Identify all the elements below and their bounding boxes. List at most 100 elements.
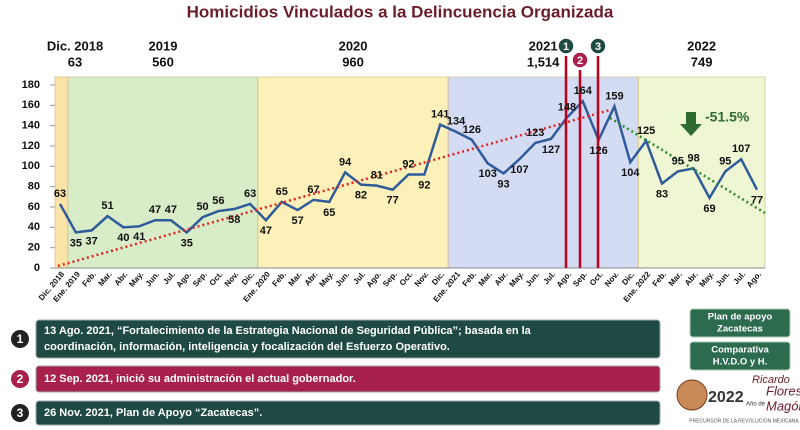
period-band: [54, 76, 69, 269]
x-tick-label: Oct.: [588, 270, 605, 288]
value-label: 63: [54, 188, 66, 200]
x-tick-label: Oct.: [208, 270, 225, 288]
y-tick-label: 120: [22, 140, 40, 152]
value-label: 35: [70, 237, 82, 249]
value-label: 164: [574, 85, 593, 97]
value-label: 141: [431, 109, 449, 121]
period-total: 560: [152, 54, 174, 69]
x-tick-label: May.: [508, 270, 526, 289]
period-total: 749: [691, 54, 713, 69]
x-tick-label: Abr.: [493, 270, 510, 288]
period-label: 2019: [149, 38, 178, 53]
value-label: 77: [751, 195, 763, 207]
period-band: [67, 76, 259, 269]
event-icon: [11, 370, 29, 388]
value-label: 81: [371, 170, 383, 182]
value-label: 57: [291, 215, 303, 227]
x-tick-label: Sep.: [191, 270, 209, 289]
button-text: Zacatecas: [717, 324, 763, 335]
logo-name: Ricardo: [752, 374, 790, 386]
value-label: 83: [656, 189, 668, 201]
event-icon-number: 2: [17, 372, 24, 386]
value-label: 134: [447, 116, 466, 128]
x-tick-label: Ago.: [175, 270, 193, 289]
period-label: 2021: [529, 38, 558, 53]
value-label: 47: [149, 204, 161, 216]
logo-pre: Año de: [746, 402, 766, 408]
x-tick-label: Abr.: [303, 270, 320, 288]
x-tick-label: Nov.: [223, 270, 241, 289]
value-label: 41: [133, 231, 145, 243]
y-tick-label: 100: [22, 160, 40, 172]
x-tick-label: Feb.: [651, 270, 668, 288]
period-total: 1,514: [527, 54, 560, 69]
x-tick-label: Sep.: [571, 270, 589, 289]
logo-year: 2022: [708, 389, 744, 406]
period-label: Dic. 2018: [47, 38, 103, 53]
y-tick-label: 0: [34, 262, 40, 274]
value-label: 104: [621, 167, 640, 179]
x-tick-label: Jun.: [714, 270, 731, 288]
x-tick-label: Feb.: [270, 270, 287, 288]
x-tick-label: Abr.: [683, 270, 700, 288]
x-tick-label: May.: [698, 270, 716, 289]
period-label: 2020: [339, 38, 368, 53]
event-icon-number: 1: [17, 332, 24, 346]
value-label: 107: [510, 164, 528, 176]
value-label: 58: [228, 214, 240, 226]
logo-name: Flores: [766, 383, 800, 398]
period-total: 63: [68, 54, 82, 69]
value-label: 67: [307, 184, 319, 196]
value-label: 47: [260, 225, 272, 237]
value-label: 92: [418, 179, 430, 191]
x-tick-label: Mar.: [287, 270, 304, 288]
value-label: 37: [86, 235, 98, 247]
value-label: 123: [526, 127, 544, 139]
event-box: [35, 365, 661, 393]
button-text: Plan de apoyo: [708, 312, 773, 323]
x-tick-label: Sep.: [381, 270, 399, 289]
x-tick-label: Ago.: [365, 270, 383, 289]
event-marker: [557, 37, 575, 55]
logo-name: Magón: [766, 398, 800, 413]
chart-title: Homicidios Vinculados a la Delincuencia …: [187, 2, 614, 21]
x-tick-label: Jun.: [144, 270, 161, 288]
y-tick-label: 180: [22, 79, 40, 91]
x-tick-label: May.: [127, 270, 145, 289]
event-text: 13 Ago. 2021, “Fortalecimiento de la Est…: [44, 325, 532, 337]
value-label: 63: [244, 188, 256, 200]
value-label: 126: [589, 145, 607, 157]
event-icon: [11, 330, 29, 348]
button-box: [689, 308, 791, 338]
value-label: 107: [732, 143, 750, 155]
y-tick-label: 40: [28, 221, 40, 233]
event-icon-number: 3: [17, 406, 24, 420]
event-number: 2: [577, 55, 583, 67]
value-label: 69: [703, 203, 715, 215]
x-tick-label: Feb.: [80, 270, 97, 288]
x-tick-label: Ago.: [555, 270, 573, 289]
x-tick-label: Nov.: [413, 270, 431, 289]
x-tick-label: Jun.: [524, 270, 541, 288]
x-tick-label: Mar.: [96, 270, 113, 288]
change-label: -51.5%: [705, 109, 750, 125]
x-tick-label: Oct.: [398, 270, 415, 288]
period-band: [637, 76, 766, 269]
period-total: 960: [342, 54, 364, 69]
trend-line: [609, 116, 766, 215]
y-tick-label: 160: [22, 99, 40, 111]
x-tick-label: Ago.: [745, 270, 763, 289]
y-tick-label: 60: [28, 201, 40, 213]
logo-tag: PRECURSOR DE LA REVOLUCIÓN MEXICANA: [689, 417, 799, 424]
value-label: 65: [276, 186, 288, 198]
value-label: 126: [463, 124, 481, 136]
value-label: 127: [542, 144, 560, 156]
value-label: 40: [117, 232, 129, 244]
value-label: 125: [637, 125, 655, 137]
x-tick-label: Mar.: [477, 270, 494, 288]
event-text: 12 Sep. 2021, inició su administración e…: [44, 373, 356, 385]
value-label: 148: [558, 101, 576, 113]
